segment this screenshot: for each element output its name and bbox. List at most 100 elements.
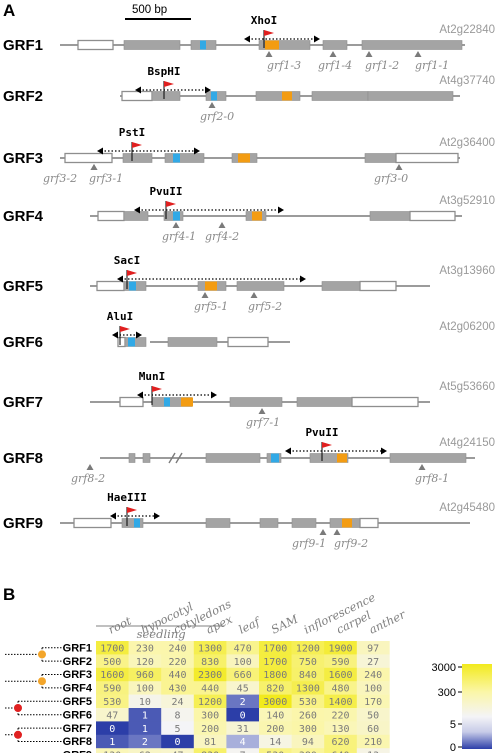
gene-label: GRF4 bbox=[3, 208, 44, 225]
tree-node-marker bbox=[14, 730, 22, 739]
locus-id: At2g22840 bbox=[439, 24, 495, 36]
cell-value: 0 bbox=[240, 710, 246, 721]
group-header: seedling bbox=[137, 627, 186, 641]
cell-value: 62 bbox=[139, 751, 151, 753]
colorbar-gradient bbox=[462, 664, 492, 749]
heatmap-cell bbox=[96, 734, 129, 749]
heatmap-cell bbox=[324, 721, 358, 736]
cell-value: 10 bbox=[139, 697, 151, 708]
qlq-domain bbox=[134, 518, 140, 528]
tree-node-marker bbox=[14, 704, 22, 712]
wrc-domain bbox=[252, 211, 262, 221]
heatmap-cell bbox=[161, 721, 195, 736]
locus-id: At4g24150 bbox=[439, 437, 495, 449]
heatmap-cell bbox=[324, 734, 358, 749]
enzyme-label: HaeIII bbox=[107, 491, 147, 504]
heatmap-cell bbox=[96, 654, 129, 669]
allele-label: grf9-1 bbox=[292, 537, 326, 550]
heatmap-cell bbox=[226, 654, 260, 669]
heatmap-cell bbox=[96, 694, 129, 709]
enzyme-label: BspHI bbox=[147, 65, 180, 78]
wrc-domain bbox=[342, 518, 352, 528]
insertion-marker bbox=[208, 102, 216, 108]
cell-value: 8 bbox=[174, 710, 180, 721]
heatmap-row: GRF1 1700 230 240 1300 470 1700 1200 1900 97 bbox=[63, 641, 390, 655]
utr-box bbox=[359, 517, 379, 529]
cell-value: 47 bbox=[171, 751, 183, 753]
exon-box bbox=[259, 518, 279, 528]
gene-label: GRF7 bbox=[3, 394, 43, 411]
cell-value: 1800 bbox=[263, 670, 287, 681]
locus-id: At2g36400 bbox=[439, 137, 495, 149]
primer-arrow-left bbox=[285, 447, 291, 455]
heatmap-cell bbox=[356, 721, 390, 736]
restriction-site-flag bbox=[120, 326, 130, 332]
allele-label: grf1-4 bbox=[318, 59, 352, 72]
axis-break bbox=[175, 452, 183, 464]
heatmap-cell bbox=[161, 654, 195, 669]
cell-value: 240 bbox=[364, 670, 382, 681]
cell-value: 7 bbox=[240, 751, 246, 753]
heatmap-row: GRF2 500 120 220 830 100 1700 750 590 27 bbox=[63, 654, 390, 669]
exon-box bbox=[236, 281, 285, 291]
scale-bar-label: 500 bp bbox=[132, 4, 167, 16]
heatmap-row: GRF6 47 1 8 300 0 140 260 220 50 bbox=[63, 708, 390, 722]
utr-box bbox=[73, 517, 112, 529]
exon-box bbox=[164, 153, 205, 163]
cell-value: 480 bbox=[331, 684, 349, 695]
enzyme-label: XhoI bbox=[251, 14, 278, 27]
cell-value: 4 bbox=[240, 737, 246, 748]
wrc-domain bbox=[282, 91, 292, 101]
cell-value: 31 bbox=[237, 724, 249, 735]
allele-label: grf3-2 bbox=[43, 172, 77, 185]
insertion-marker bbox=[218, 222, 226, 228]
heatmap-cell bbox=[128, 667, 162, 682]
cell-value: 300 bbox=[201, 710, 219, 721]
cell-value: 0 bbox=[174, 737, 180, 748]
gene-label: GRF9 bbox=[3, 515, 43, 532]
utr-box bbox=[227, 336, 269, 348]
exon-box bbox=[121, 518, 144, 528]
exon-box bbox=[122, 153, 153, 163]
primer-arrow-right bbox=[278, 206, 284, 214]
locus-id: At3g52910 bbox=[439, 195, 495, 207]
allele-label: grf4-2 bbox=[205, 230, 239, 243]
exon-box bbox=[258, 40, 311, 50]
cell-value: 170 bbox=[364, 697, 382, 708]
qlq-domain bbox=[173, 153, 180, 163]
colorbar-tick-label: 300 bbox=[438, 687, 456, 699]
row-label: GRF4 bbox=[63, 683, 93, 695]
cell-value: 24 bbox=[171, 697, 183, 708]
allele-label: grf7-1 bbox=[246, 416, 280, 429]
cell-value: 260 bbox=[299, 710, 317, 721]
allele-label: grf2-0 bbox=[200, 110, 234, 123]
exon-box bbox=[229, 397, 283, 407]
cell-value: 960 bbox=[136, 670, 154, 681]
heatmap-cell bbox=[193, 694, 227, 709]
heatmap-cell bbox=[291, 641, 325, 655]
heatmap-cell bbox=[324, 694, 358, 709]
primer-arrow-left bbox=[134, 206, 140, 214]
gene-grf7: GRF7 At5g53660 MunI grf7-1 bbox=[3, 370, 495, 429]
exon-box bbox=[309, 453, 349, 463]
row-label: GRF1 bbox=[63, 642, 92, 654]
heatmap-cell bbox=[96, 667, 129, 682]
exon-box bbox=[167, 337, 218, 347]
primer-arrow-right bbox=[205, 86, 211, 94]
heatmap-cell bbox=[291, 694, 325, 709]
heatmap-cell bbox=[193, 708, 227, 722]
heatmap-cell bbox=[128, 708, 162, 722]
cell-value: 640 bbox=[331, 751, 349, 753]
enzyme-label: SacI bbox=[114, 254, 141, 267]
heatmap-cell bbox=[96, 748, 129, 753]
cell-value: 470 bbox=[234, 643, 252, 654]
colorbar-tick-label: 5 bbox=[450, 719, 456, 731]
primer-arrow-left bbox=[137, 391, 143, 399]
cell-value: 94 bbox=[302, 737, 314, 748]
heatmap-cell bbox=[161, 748, 195, 753]
cell-value: 1 bbox=[142, 710, 148, 721]
cell-value: 45 bbox=[237, 684, 249, 695]
cell-value: 1 bbox=[142, 724, 148, 735]
gene-grf3: GRF3 At2g36400 PstI grf3-2 grf3-1 grf3-0 bbox=[3, 126, 495, 185]
qlq-domain bbox=[173, 211, 180, 221]
